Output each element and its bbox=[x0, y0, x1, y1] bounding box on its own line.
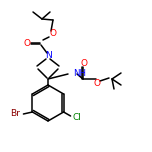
Text: NH: NH bbox=[73, 69, 86, 78]
Text: Br: Br bbox=[10, 109, 20, 119]
Text: O: O bbox=[24, 38, 31, 47]
Text: O: O bbox=[50, 29, 57, 38]
Text: O: O bbox=[81, 59, 88, 67]
Text: Cl: Cl bbox=[72, 114, 81, 123]
Text: N: N bbox=[45, 52, 51, 60]
Text: O: O bbox=[93, 78, 100, 88]
